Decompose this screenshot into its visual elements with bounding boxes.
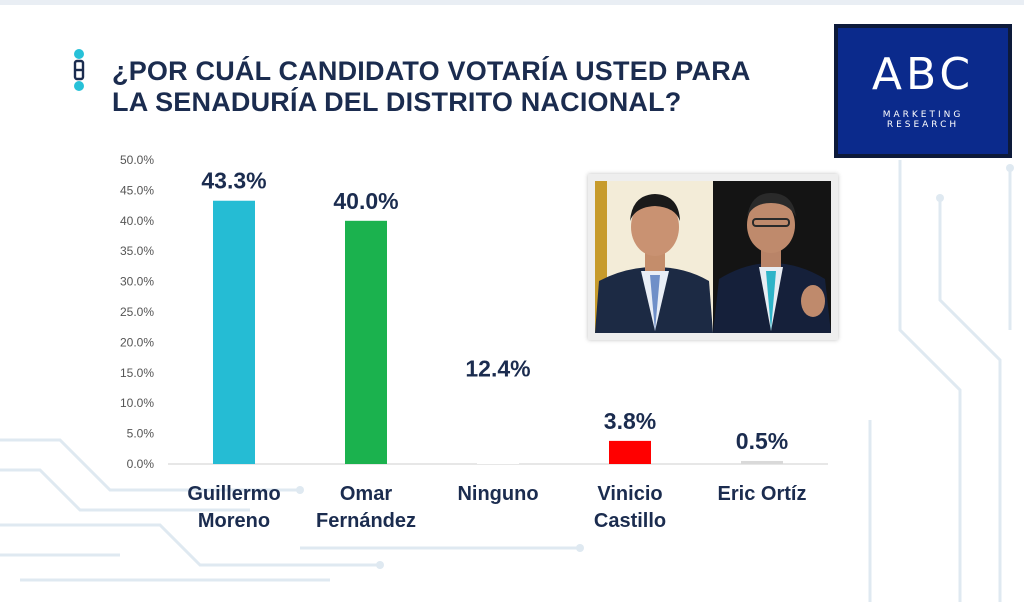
data-label: 0.5% — [736, 428, 788, 454]
data-label: 12.4% — [465, 356, 530, 382]
y-tick-label: 0.0% — [127, 457, 155, 471]
category-label: Eric Ortíz — [718, 483, 807, 505]
bar — [213, 200, 255, 464]
title-line-2: LA SENADURÍA DEL DISTRITO NACIONAL? — [112, 87, 682, 117]
pin-link-icon — [73, 49, 85, 91]
y-tick-label: 45.0% — [120, 183, 154, 197]
category-label: Vinicio — [597, 483, 662, 505]
y-tick-label: 25.0% — [120, 305, 154, 319]
y-tick-label: 35.0% — [120, 244, 154, 258]
data-label: 43.3% — [201, 168, 266, 194]
category-label: Guillermo — [187, 483, 280, 505]
logo-sub-line-2: RESEARCH — [886, 120, 960, 130]
logo-subtitle: MARKETING RESEARCH — [846, 110, 1000, 130]
top-divider — [0, 0, 1024, 5]
data-label: 3.8% — [604, 408, 656, 434]
bar — [609, 440, 651, 464]
y-tick-label: 50.0% — [120, 153, 154, 167]
category-label: Fernández — [316, 510, 416, 532]
logo-sub-line-1: MARKETING — [882, 110, 964, 120]
y-tick-label: 15.0% — [120, 366, 154, 380]
bar — [477, 388, 519, 464]
candidates-photo — [588, 174, 838, 340]
logo-mark: ABC — [871, 49, 975, 100]
y-tick-label: 5.0% — [127, 427, 155, 441]
portrait-left — [595, 181, 713, 333]
page-title: ¿POR CUÁL CANDIDATO VOTARÍA USTED PARA L… — [112, 56, 812, 118]
data-label: 40.0% — [333, 188, 398, 214]
bar — [345, 220, 387, 464]
abc-logo: ABC MARKETING RESEARCH — [834, 24, 1012, 158]
category-label: Omar — [340, 483, 392, 505]
category-label: Castillo — [594, 510, 666, 532]
y-tick-label: 40.0% — [120, 214, 154, 228]
bar-chart: 0.0% 5.0% 10.0% 15.0% 20.0% 25.0% 30.0% 35.0% 40… — [120, 153, 828, 532]
y-tick-label: 20.0% — [120, 335, 154, 349]
portrait-right — [713, 181, 831, 333]
y-tick-label: 10.0% — [120, 396, 154, 410]
category-label: Ninguno — [457, 483, 538, 505]
title-line-1: ¿POR CUÁL CANDIDATO VOTARÍA USTED PARA — [112, 56, 751, 86]
category-label: Moreno — [198, 510, 270, 532]
bar — [741, 460, 783, 464]
y-tick-label: 30.0% — [120, 275, 154, 289]
